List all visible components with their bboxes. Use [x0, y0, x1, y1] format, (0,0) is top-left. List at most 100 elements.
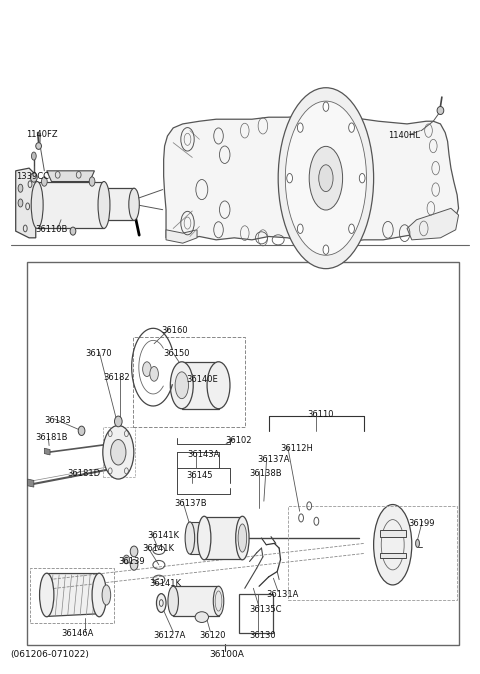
Ellipse shape	[238, 524, 247, 552]
Ellipse shape	[150, 367, 158, 381]
Text: 36150: 36150	[164, 349, 190, 359]
Ellipse shape	[309, 146, 343, 210]
Ellipse shape	[213, 586, 224, 616]
Text: 36138B: 36138B	[250, 468, 282, 478]
Ellipse shape	[18, 199, 23, 207]
Ellipse shape	[360, 173, 365, 183]
Ellipse shape	[319, 164, 333, 191]
Polygon shape	[182, 362, 218, 408]
Text: 36135C: 36135C	[250, 605, 282, 614]
Ellipse shape	[78, 426, 85, 435]
Polygon shape	[407, 208, 458, 240]
Ellipse shape	[130, 559, 138, 570]
Ellipse shape	[31, 173, 37, 182]
Text: 36137A: 36137A	[257, 455, 290, 464]
Polygon shape	[44, 448, 50, 455]
Text: 36199: 36199	[408, 519, 434, 528]
Text: 36100A: 36100A	[209, 650, 244, 659]
Polygon shape	[164, 116, 458, 243]
Text: 36130: 36130	[250, 631, 276, 640]
Ellipse shape	[373, 505, 412, 585]
Ellipse shape	[36, 143, 41, 150]
Text: 36182: 36182	[103, 373, 130, 381]
Ellipse shape	[323, 245, 329, 254]
Bar	[132, 337, 245, 427]
Polygon shape	[28, 479, 34, 487]
Text: 36137B: 36137B	[174, 499, 207, 508]
Ellipse shape	[103, 425, 134, 479]
Ellipse shape	[236, 516, 249, 560]
Ellipse shape	[70, 227, 76, 235]
Ellipse shape	[185, 522, 195, 554]
Ellipse shape	[348, 224, 354, 233]
Ellipse shape	[207, 362, 230, 408]
Polygon shape	[47, 574, 99, 617]
Ellipse shape	[278, 88, 373, 269]
Ellipse shape	[168, 586, 179, 616]
Text: 36181B: 36181B	[36, 433, 68, 442]
Ellipse shape	[92, 573, 107, 617]
Ellipse shape	[348, 123, 354, 132]
Ellipse shape	[18, 184, 23, 192]
Text: 36110B: 36110B	[36, 225, 68, 235]
Ellipse shape	[98, 181, 110, 228]
Polygon shape	[37, 181, 104, 228]
Text: 1140FZ: 1140FZ	[26, 130, 58, 139]
Text: 36131A: 36131A	[266, 590, 299, 599]
Ellipse shape	[41, 177, 47, 186]
Text: 36146A: 36146A	[61, 629, 94, 638]
Polygon shape	[47, 171, 95, 181]
Polygon shape	[166, 230, 197, 243]
Text: 36160: 36160	[161, 326, 188, 335]
Polygon shape	[104, 188, 134, 220]
Ellipse shape	[143, 362, 151, 377]
Ellipse shape	[89, 177, 95, 186]
Bar	[27, 262, 458, 645]
Ellipse shape	[129, 188, 139, 220]
Text: 36183: 36183	[44, 417, 71, 425]
Text: 36143A: 36143A	[188, 450, 220, 459]
Text: 36181D: 36181D	[67, 468, 100, 478]
Ellipse shape	[298, 224, 303, 233]
Ellipse shape	[102, 585, 111, 605]
Text: 36110: 36110	[307, 410, 333, 419]
Text: 36140E: 36140E	[187, 375, 218, 384]
Ellipse shape	[115, 416, 122, 427]
Ellipse shape	[195, 612, 208, 623]
Bar	[380, 530, 406, 537]
Ellipse shape	[416, 539, 420, 547]
Ellipse shape	[111, 439, 126, 465]
Text: 36127A: 36127A	[153, 631, 186, 640]
Text: 36145: 36145	[187, 470, 213, 479]
Text: 36139: 36139	[118, 557, 145, 566]
Ellipse shape	[285, 101, 366, 255]
Ellipse shape	[298, 123, 303, 132]
Text: 36141K: 36141K	[149, 579, 181, 588]
Ellipse shape	[130, 546, 138, 557]
Ellipse shape	[156, 594, 166, 613]
Polygon shape	[173, 586, 218, 616]
Text: 36170: 36170	[85, 349, 111, 359]
Ellipse shape	[170, 362, 193, 408]
Bar	[30, 568, 114, 623]
Ellipse shape	[32, 152, 36, 160]
Text: 1339CC: 1339CC	[16, 172, 48, 181]
Bar	[380, 553, 406, 558]
Polygon shape	[190, 522, 205, 554]
Ellipse shape	[437, 106, 444, 115]
Text: 1140HL: 1140HL	[388, 131, 420, 140]
Ellipse shape	[323, 102, 329, 111]
Polygon shape	[204, 516, 242, 559]
Ellipse shape	[175, 372, 189, 398]
Text: 36102: 36102	[226, 436, 252, 446]
Ellipse shape	[287, 173, 292, 183]
Ellipse shape	[198, 516, 211, 560]
Text: 36141K: 36141K	[142, 544, 174, 553]
Bar	[103, 427, 135, 477]
Text: 36120: 36120	[199, 631, 226, 640]
Bar	[239, 594, 273, 632]
Ellipse shape	[31, 181, 43, 228]
Polygon shape	[16, 168, 36, 238]
Text: 36141K: 36141K	[147, 531, 179, 540]
Bar	[288, 506, 457, 600]
